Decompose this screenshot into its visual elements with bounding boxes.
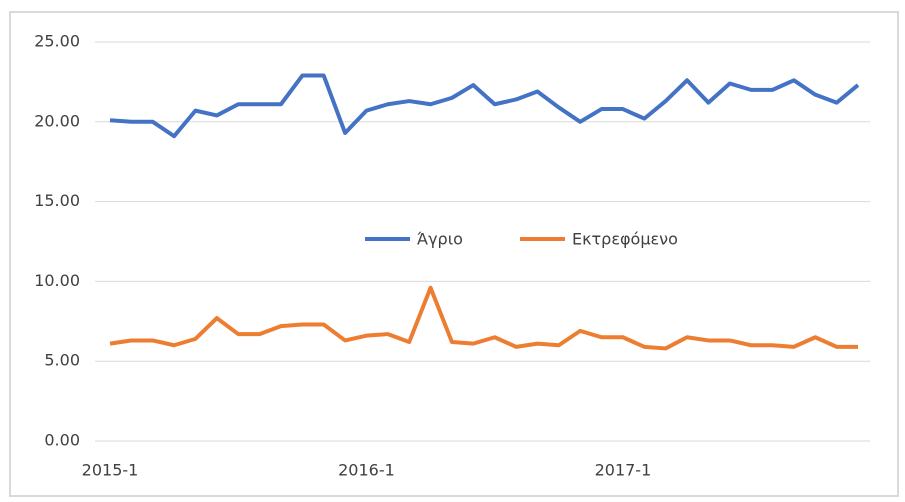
y-tick-label: 10.00 xyxy=(34,271,80,290)
y-tick-label: 25.00 xyxy=(34,32,80,51)
x-tick-label: 2015-1 xyxy=(82,461,139,480)
y-tick-label: 15.00 xyxy=(34,191,80,210)
x-tick-label: 2017-1 xyxy=(595,461,652,480)
y-tick-label: 0.00 xyxy=(44,431,80,450)
series-line xyxy=(109,285,858,351)
series-line xyxy=(109,73,860,139)
x-tick-label: 2016-1 xyxy=(338,461,395,480)
y-tick-label: 20.00 xyxy=(34,111,80,130)
legend-label: Εκτρεφόμενο xyxy=(572,230,678,249)
chart-frame xyxy=(9,11,899,497)
legend-label: Άγριο xyxy=(417,230,463,249)
y-tick-label: 5.00 xyxy=(44,351,80,370)
